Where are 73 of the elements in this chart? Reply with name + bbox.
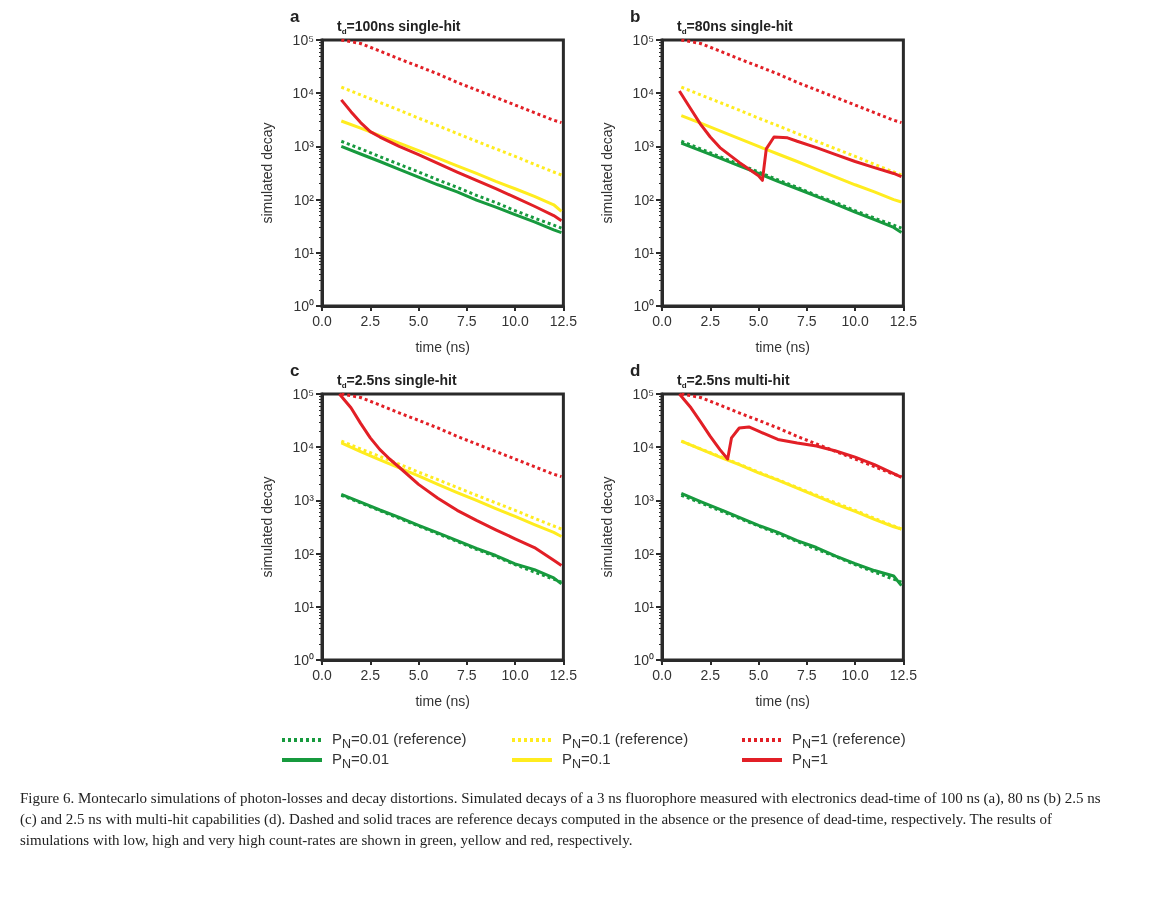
y-tick-label: 10² [633, 545, 655, 562]
x-axis-title: time (ns) [755, 693, 810, 709]
y-tick-label: 10⁰ [293, 298, 314, 314]
x-tick-label: 0.0 [312, 313, 332, 329]
text: a [290, 7, 300, 26]
x-tick-label: 5.0 [748, 667, 769, 683]
y-tick-label: 10³ [633, 492, 655, 509]
legend-label: P$_{N}$=1 [792, 749, 829, 771]
y-tick-label: 10⁴ [292, 85, 314, 102]
line-series [339, 98, 563, 223]
x-tick-label: 12.5 [889, 313, 918, 329]
y-tick-label: 10³ [293, 138, 315, 155]
y-tick-label: 10¹ [293, 598, 315, 615]
y-tick-label: 10⁴ [632, 439, 654, 456]
y-tick-label: 10¹ [633, 244, 655, 261]
x-axis-title: time (ns) [755, 339, 810, 355]
x-tick-label: 2.5 [360, 313, 381, 329]
y-tick-label: 10⁵ [292, 32, 314, 48]
line-series [679, 38, 903, 125]
x-tick-label: 10.0 [841, 313, 869, 329]
x-tick-label: 7.5 [457, 313, 477, 329]
x-tick-label: 10.0 [841, 667, 869, 683]
line-series [339, 38, 563, 125]
text: b [630, 7, 641, 26]
y-tick-label: 10⁴ [292, 439, 314, 456]
y-tick-label: 10² [293, 545, 315, 562]
caption: Figure 6. Montecarlo simulations of photon-losses and decay distortions. Simulated decays of a 3 ns fluorophore measured with electronics dead-time of 100 ns (a), 80 ns (b) 2.5 ns (c) and 2.5 ns with multi-hit capabilities (d). Dashed and solid traces are reference decays computed in the absence or the presence of dead-time, respectively. The results of simulations with low, high and very high count-rates are shown in green, yellow and red, respectively. [20, 789, 1102, 850]
line-series [339, 85, 563, 177]
y-tick-label: 10⁰ [633, 298, 654, 314]
y-axis-title: simulated decay [259, 476, 275, 578]
y-tick-label: 10¹ [293, 244, 315, 261]
line-series [679, 114, 903, 204]
y-tick-label: 10⁰ [293, 652, 314, 668]
y-axis-title: simulated decay [599, 122, 615, 224]
x-tick-label: 10.0 [501, 667, 529, 683]
y-axis-title: simulated decay [259, 122, 275, 224]
x-tick-label: 2.5 [700, 667, 721, 683]
y-tick-label: 10⁰ [633, 652, 654, 668]
legend-label: P$_{N}$=0.1 [562, 749, 611, 771]
x-tick-label: 5.0 [408, 667, 429, 683]
text: d [630, 361, 641, 380]
y-tick-label: 10¹ [633, 598, 655, 615]
y-tick-label: 10² [293, 191, 315, 208]
x-tick-label: 12.5 [549, 667, 578, 683]
x-tick-label: 5.0 [748, 313, 769, 329]
legend-label: P$_{N}$=0.01 [332, 749, 390, 771]
y-tick-label: 10⁴ [632, 85, 654, 102]
y-tick-label: 10⁵ [292, 386, 314, 402]
y-tick-label: 10³ [293, 492, 315, 509]
y-tick-label: 10⁵ [632, 386, 654, 402]
x-tick-label: 12.5 [889, 667, 918, 683]
x-tick-label: 7.5 [797, 667, 817, 683]
line-series [339, 119, 563, 213]
x-tick-label: 0.0 [652, 313, 672, 329]
legend-label: P$_{N}$=0.01 (reference) [332, 729, 467, 751]
x-tick-label: 2.5 [700, 313, 721, 329]
y-tick-label: 10⁵ [632, 32, 654, 48]
text: c [290, 361, 300, 380]
legend-label: P$_{N}$=0.1 (reference) [562, 729, 689, 751]
x-tick-label: 12.5 [549, 313, 578, 329]
y-tick-label: 10³ [633, 138, 655, 155]
y-tick-label: 10² [633, 191, 655, 208]
x-tick-label: 0.0 [652, 667, 672, 683]
legend-label: P$_{N}$=1 (reference) [792, 729, 906, 751]
x-tick-label: 7.5 [457, 667, 477, 683]
x-tick-label: 5.0 [408, 313, 429, 329]
x-axis-title: time (ns) [415, 693, 470, 709]
x-tick-label: 2.5 [360, 667, 381, 683]
y-axis-title: simulated decay [599, 476, 615, 578]
x-axis-title: time (ns) [415, 339, 470, 355]
x-tick-label: 10.0 [501, 313, 529, 329]
x-tick-label: 7.5 [797, 313, 817, 329]
x-tick-label: 0.0 [312, 667, 332, 683]
